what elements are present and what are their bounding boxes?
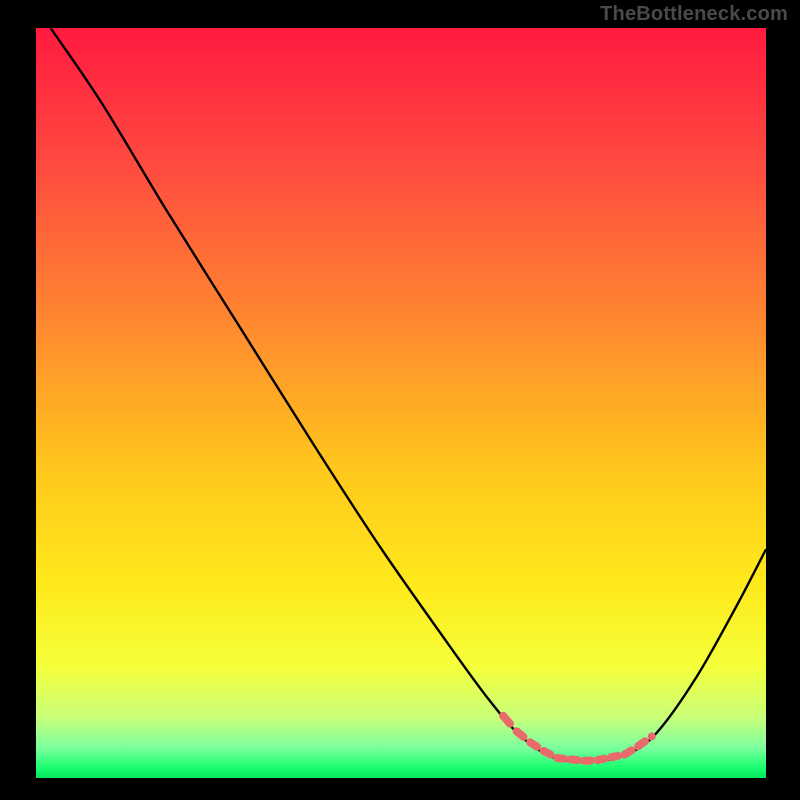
bottleneck-chart xyxy=(0,0,800,800)
chart-gradient-background xyxy=(36,28,766,778)
